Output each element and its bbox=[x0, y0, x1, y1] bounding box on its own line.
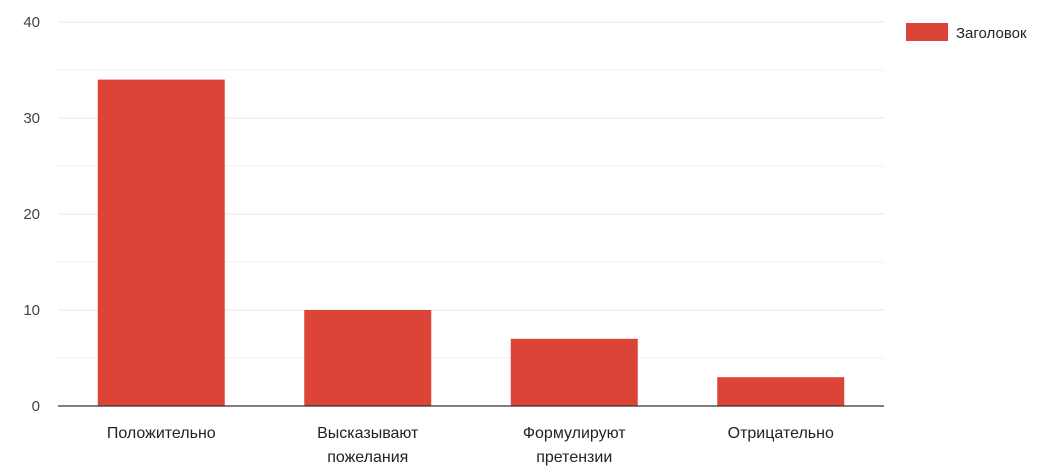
bar bbox=[510, 338, 638, 406]
bar bbox=[304, 310, 432, 406]
bar bbox=[717, 377, 845, 406]
y-tick-label: 0 bbox=[32, 398, 40, 415]
x-tick-label: Формулируют bbox=[523, 425, 626, 442]
x-tick-label: Высказывают bbox=[317, 425, 419, 442]
x-tick-label: пожелания bbox=[327, 449, 408, 466]
x-tick-label: Положительно bbox=[107, 425, 216, 442]
legend-label: Заголовок bbox=[956, 25, 1027, 42]
y-tick-label: 30 bbox=[23, 110, 40, 127]
y-tick-label: 10 bbox=[23, 302, 40, 319]
y-tick-label: 40 bbox=[23, 14, 40, 31]
legend-swatch bbox=[906, 23, 948, 41]
y-tick-label: 20 bbox=[23, 206, 40, 223]
bar bbox=[97, 79, 225, 406]
x-tick-label: Отрицательно bbox=[728, 425, 834, 442]
x-tick-label: претензии bbox=[536, 449, 612, 466]
